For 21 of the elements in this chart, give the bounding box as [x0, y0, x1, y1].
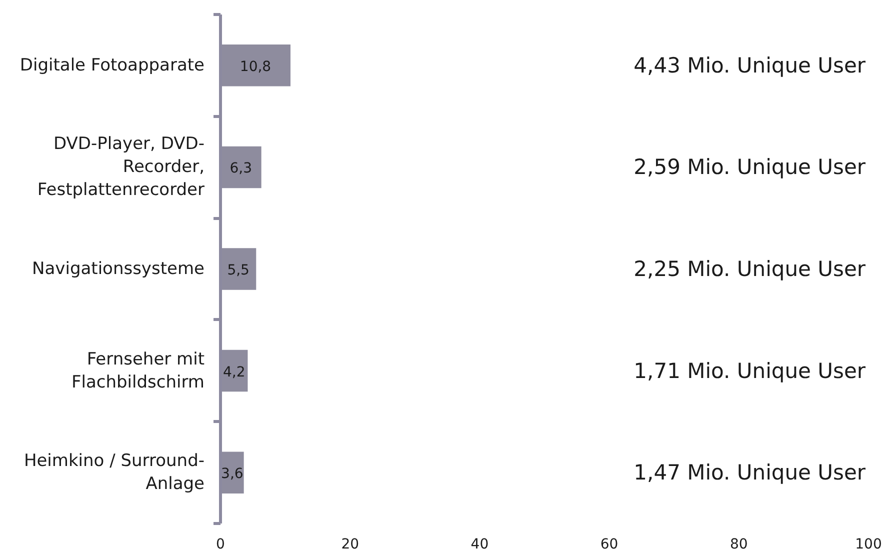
annotation: 2,59 Mio. Unique User [634, 155, 866, 180]
x-tick-label: 60 [600, 536, 618, 551]
data-label: 10,8 [240, 58, 272, 75]
annotation: 1,71 Mio. Unique User [634, 358, 866, 383]
data-label: 3,6 [221, 466, 244, 482]
x-tick-label: 0 [216, 536, 225, 551]
data-label: 4,2 [222, 364, 246, 380]
x-tick-label: 40 [470, 536, 489, 551]
y-tick-label: Digitale Fotoapparate [20, 55, 205, 76]
y-tick-label: Navigationssysteme [32, 259, 205, 279]
annotation: 2,25 Mio. Unique User [634, 257, 866, 281]
y-tick-label: Fernseher mit Flachbildschirm [71, 349, 205, 392]
y-tick-label: Heimkino / Surround-Anlage [24, 451, 205, 494]
x-tick-label: 100 [855, 536, 882, 551]
x-tick-label: 20 [341, 536, 360, 551]
annotation: 1,47 Mio. Unique User [634, 460, 866, 485]
annotation: 4,43 Mio. Unique User [634, 53, 866, 78]
data-label: 6,3 [230, 160, 252, 177]
x-tick-label: 80 [730, 536, 748, 551]
data-label: 5,5 [227, 262, 250, 278]
y-tick-label: DVD-Player, DVD-Recorder, Festplattenrecorder [37, 134, 205, 200]
